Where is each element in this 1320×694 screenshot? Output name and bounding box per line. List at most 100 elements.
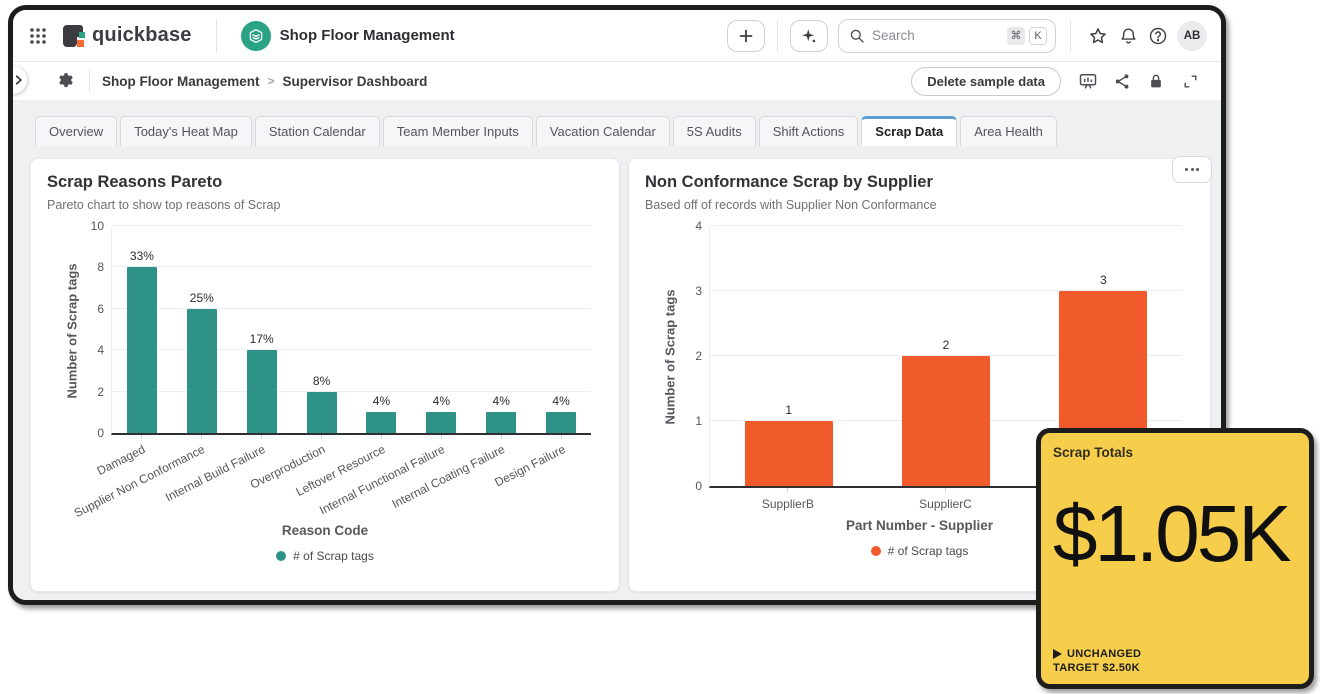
breadcrumb-page[interactable]: Supervisor Dashboard [282,73,428,89]
bar-group: 4% [366,394,397,433]
bar[interactable] [366,412,397,433]
gridline [112,225,591,226]
breadcrumb-app[interactable]: Shop Floor Management [102,73,260,89]
legend-label: # of Scrap tags [887,544,969,558]
fullscreen-expand-icon[interactable] [1175,66,1205,96]
y-tick-label: 4 [695,219,702,233]
chart-subtitle: Pareto chart to show top reasons of Scra… [47,198,281,212]
x-label-cell: Internal Build Failure [163,435,291,519]
bar-group: 4% [546,394,577,433]
tab-shift-actions[interactable]: Shift Actions [758,116,859,146]
x-label-cell: Supplier Non Conformance [72,435,231,520]
divider [215,18,217,53]
bar-value-label: 8% [312,373,331,388]
kpi-target-label: TARGET $2.50K [1053,662,1140,674]
bar-value-label: 25% [189,290,214,305]
bar[interactable] [126,267,157,433]
bar[interactable] [426,412,457,433]
app-switcher-grid-icon[interactable] [25,23,51,49]
trend-play-triangle-icon [1053,649,1062,659]
x-label-cell: SupplierC [867,488,1025,514]
tab-overview[interactable]: Overview [35,116,118,146]
y-tick-label: 0 [695,479,702,493]
presentation-mode-icon[interactable] [1073,66,1103,96]
bar[interactable] [306,391,337,433]
lock-icon[interactable] [1141,66,1171,96]
bar-value-label: 1 [785,403,792,417]
y-tick-label: 4 [97,343,104,358]
x-label-cell: Internal Coating Failure [390,435,531,519]
gridline [112,307,591,309]
tab-scrap-data[interactable]: Scrap Data [861,116,958,146]
chart-legend[interactable]: # of Scrap tags [645,544,1194,558]
bar-value-label: 33% [129,249,154,264]
gridline [112,266,591,268]
tab-area-health[interactable]: Area Health [960,116,1057,146]
y-tick-label: 1 [695,414,702,428]
ai-sparkle-button[interactable] [790,19,828,52]
bar-group: 17% [246,332,277,433]
more-options-button[interactable] [1172,156,1212,183]
chart-title: Non Conformance Scrap by Supplier [645,173,933,191]
bar[interactable] [546,412,577,433]
gridline [112,349,591,351]
y-tick-label: 10 [90,219,104,233]
pareto-chart-card: Scrap Reasons Pareto Pareto chart to sho… [30,158,620,592]
bar[interactable] [901,356,990,486]
bar[interactable] [744,421,833,486]
bar-value-label: 4% [492,394,510,409]
kpi-value: $1.05K [1053,489,1292,578]
kpi-trend-label: UNCHANGED [1067,648,1142,660]
bar-group: 25% [186,290,217,433]
new-item-button[interactable] [727,19,765,52]
quickbase-logo[interactable]: quickbase [63,24,192,47]
notifications-bell-icon[interactable] [1113,21,1143,51]
search-input[interactable] [872,28,1007,43]
chart-subtitle: Based off of records with Supplier Non C… [645,198,937,212]
tab-vacation-calendar[interactable]: Vacation Calendar [535,116,670,146]
plot-area: 0 2 4 6 8 10 Number of Scrap tags 33% 25% 17% 8% 4%… [65,219,591,440]
tab-today-s-heat-map[interactable]: Today's Heat Map [120,116,252,146]
breadcrumb: Shop Floor Management > Supervisor Dashb… [102,74,427,89]
bar-group: 4% [426,394,457,433]
app-hexagon-icon [240,20,271,51]
tab-5s-audits[interactable]: 5S Audits [672,116,756,146]
bar-group: 33% [126,249,157,433]
settings-gear-icon[interactable] [53,68,79,94]
sidebar-toggle-button[interactable] [13,66,27,94]
x-label-cell: Design Failure [492,435,591,519]
bar-group: 4% [486,394,517,433]
help-icon[interactable] [1143,21,1173,51]
tab-station-calendar[interactable]: Station Calendar [254,116,380,146]
divider [777,18,778,53]
x-tick-label: SupplierB [761,497,814,511]
divider [89,69,90,93]
bar-value-label: 4% [372,394,391,409]
y-tick-label: 2 [695,349,702,363]
bar[interactable] [246,350,277,433]
share-icon[interactable] [1107,66,1137,96]
chart-legend[interactable]: # of Scrap tags [47,549,603,563]
tab-team-member-inputs[interactable]: Team Member Inputs [382,116,533,146]
x-axis-title: Reason Code [281,523,369,538]
bar-group: 2 [901,338,990,486]
bar-value-label: 3 [1099,273,1107,287]
x-label-cell: SupplierB [709,488,867,514]
y-axis-title: Number of Scrap tags [662,289,678,425]
user-avatar[interactable]: AB [1177,20,1207,51]
bar[interactable] [186,308,217,433]
app-window: quickbase Shop Floor Management [8,5,1226,605]
y-tick-label: 2 [97,384,104,399]
bar[interactable] [486,412,517,433]
app-name: Shop Floor Management [279,27,455,44]
delete-sample-data-button[interactable]: Delete sample data [911,66,1061,96]
gridline [710,355,1182,356]
gridline [710,290,1182,291]
kpi-card[interactable]: Scrap Totals $1.05K UNCHANGED TARGET $2.… [1036,428,1314,689]
global-search[interactable]: ⌘ K [838,18,1056,53]
shortcut-k-key: K [1029,26,1047,45]
favorites-star-icon[interactable] [1083,21,1113,51]
page-toolbar: Shop Floor Management > Supervisor Dashb… [13,62,1221,100]
current-app[interactable]: Shop Floor Management [240,20,455,51]
pareto-bar-chart: 0 2 4 6 8 10 Number of Scrap tags 33% 25% 17% 8% 4%… [47,219,603,520]
